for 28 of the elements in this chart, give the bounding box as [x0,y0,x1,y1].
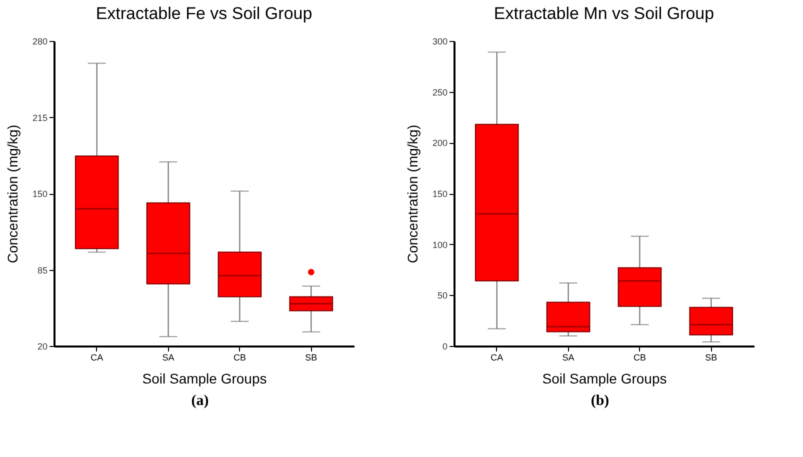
y-tick-label: 85 [37,265,48,276]
x-tick-label: CA [90,352,104,362]
chart-title: Extractable Fe vs Soil Group [96,4,312,23]
text: (a) [190,393,210,410]
x-tick-label: CB [233,352,246,362]
x-tick-label: SA [562,352,574,362]
y-tick-label: 150 [32,189,48,199]
x-axis-title: Soil Sample Groups [542,370,667,386]
x-tick-label: CA [490,352,504,362]
y-tick-label: 215 [32,112,48,123]
x-axis-title: Soil Sample Groups [142,370,267,386]
y-tick-label: 100 [432,240,448,250]
y-tick-label: 300 [432,36,448,46]
x-tick-label: CB [633,352,646,362]
x-tick-label: SA [162,352,174,362]
y-axis-title: Concentration (mg/kg) [4,124,20,264]
y-tick-label: 50 [437,290,448,301]
text: (b) [590,393,610,410]
x-tick-label: SB [305,352,318,362]
y-tick-label: 280 [32,36,48,46]
x-tick-label: SB [705,352,718,362]
chart-title: Extractable Mn vs Soil Group [494,4,714,23]
y-tick-label: 0 [442,342,448,352]
y-tick-label: 150 [432,189,448,199]
y-tick-label: 200 [432,138,448,148]
y-axis-title: Concentration (mg/kg) [404,124,420,264]
y-tick-label: 20 [37,342,48,352]
y-tick-label: 250 [432,87,448,98]
